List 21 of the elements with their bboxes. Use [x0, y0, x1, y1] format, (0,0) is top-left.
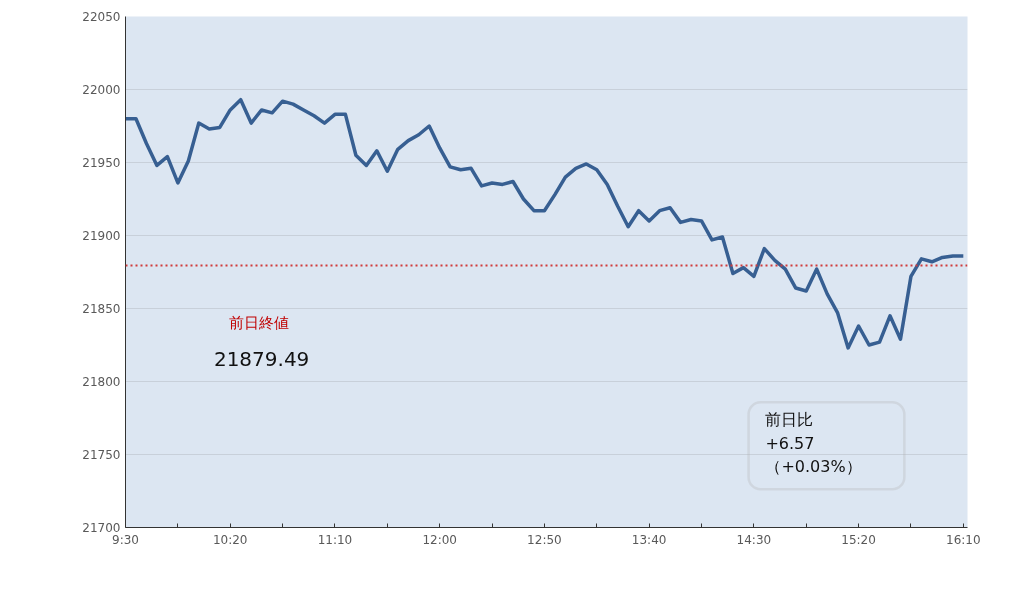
annotation: 前日比 +6.57 （+0.03%）: [765, 409, 862, 477]
y-tick-label: 21950: [82, 156, 121, 170]
y-tick-label: 21750: [82, 448, 121, 462]
x-tick-label: 11:10: [317, 532, 353, 547]
y-tick-label: 21800: [82, 375, 121, 389]
x-tick-label: 9:30: [112, 532, 139, 547]
x-tick-label: 16:10: [946, 532, 981, 547]
annotation: 21879.49: [213, 346, 310, 371]
x-tick-label: 15:20: [841, 532, 876, 547]
x-tick-label: 13:40: [631, 532, 667, 547]
y-tick-label: 22050: [82, 10, 121, 24]
y-tick-label: 21700: [82, 521, 121, 535]
y-tick-label: 22000: [82, 83, 121, 97]
y-tick-label: 21850: [82, 302, 121, 316]
line-series: [125, 97, 966, 350]
x-tick-label: 12:50: [527, 532, 562, 547]
y-tick-label: 21900: [82, 229, 121, 243]
x-tick-label: 14:30: [736, 532, 772, 547]
x-tick-label: 12:00: [422, 532, 457, 547]
x-tick-label: 10:20: [212, 532, 248, 547]
annotation: 前日終値: [229, 314, 290, 333]
